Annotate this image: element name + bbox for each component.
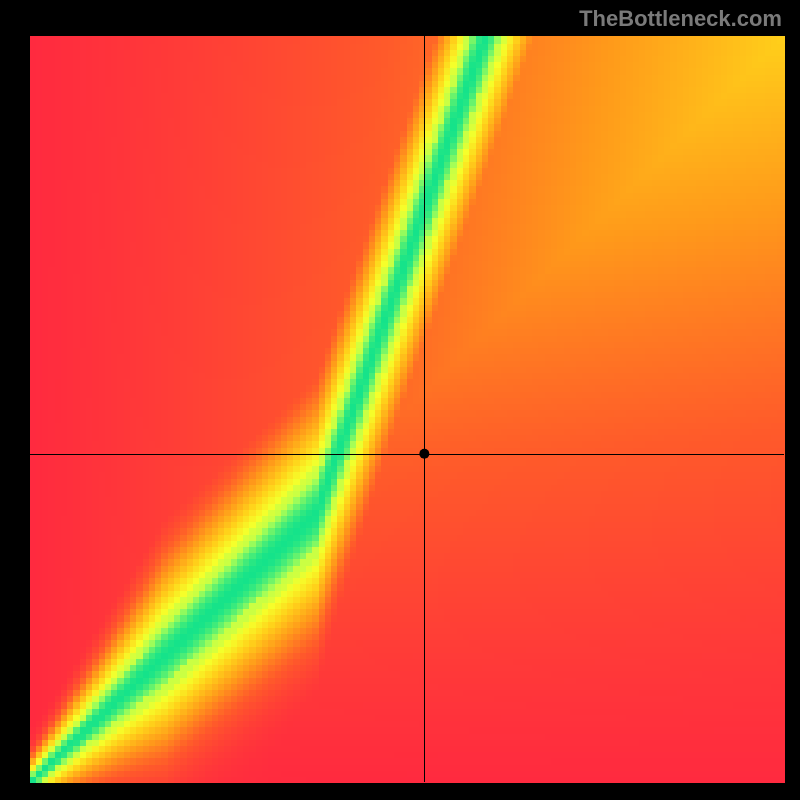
chart-container: TheBottleneck.com: [0, 0, 800, 800]
watermark-text: TheBottleneck.com: [579, 6, 782, 32]
bottleneck-heatmap-canvas: [0, 0, 800, 800]
